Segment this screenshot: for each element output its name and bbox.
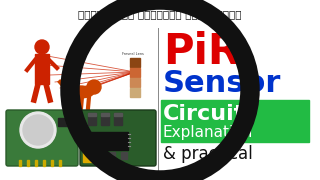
- Bar: [114, 113, 122, 125]
- Bar: [35, 54, 49, 84]
- Bar: [83, 152, 103, 162]
- Bar: [114, 113, 122, 116]
- Circle shape: [35, 40, 49, 54]
- Bar: [109, 152, 115, 159]
- Circle shape: [87, 80, 101, 94]
- Bar: [101, 113, 109, 116]
- Text: Circuit: Circuit: [163, 104, 245, 124]
- Circle shape: [20, 112, 56, 148]
- Ellipse shape: [66, 86, 94, 98]
- Bar: [161, 100, 309, 142]
- Bar: [88, 113, 96, 116]
- Circle shape: [23, 115, 53, 145]
- Text: நீங்களும் சர்வீச் செய்யலாம்: நீங்களும் சர்வீச் செய்யலாம்: [78, 9, 242, 19]
- Bar: [90, 132, 128, 150]
- Bar: [51, 160, 53, 166]
- Bar: [58, 118, 68, 126]
- Bar: [130, 88, 140, 97]
- Bar: [27, 160, 29, 166]
- Text: Explanation: Explanation: [163, 125, 253, 141]
- Bar: [59, 160, 61, 166]
- Bar: [19, 160, 21, 166]
- Text: Sensor: Sensor: [163, 69, 281, 98]
- FancyBboxPatch shape: [80, 110, 156, 166]
- Text: Fresnel Lens: Fresnel Lens: [122, 52, 144, 56]
- Bar: [101, 113, 109, 125]
- Bar: [130, 68, 140, 77]
- Bar: [35, 160, 37, 166]
- Bar: [88, 113, 96, 125]
- Bar: [130, 78, 140, 87]
- Bar: [97, 152, 103, 159]
- Text: PiR: PiR: [163, 31, 240, 73]
- Bar: [121, 152, 127, 159]
- Bar: [43, 160, 45, 166]
- Bar: [130, 58, 140, 67]
- Text: & practical: & practical: [163, 145, 253, 163]
- FancyBboxPatch shape: [6, 110, 78, 166]
